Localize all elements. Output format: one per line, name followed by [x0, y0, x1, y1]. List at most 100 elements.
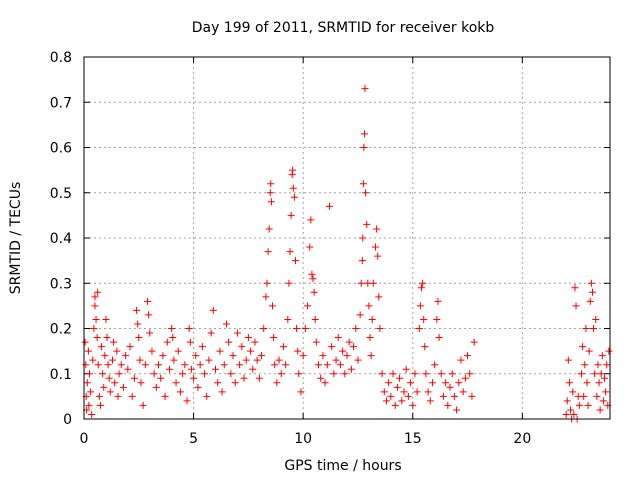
data-point	[152, 383, 160, 391]
data-point	[130, 374, 138, 382]
y-tick-label: 0.7	[50, 95, 72, 111]
data-point	[466, 370, 474, 378]
data-point	[309, 275, 317, 283]
data-point	[238, 343, 246, 351]
data-point	[567, 406, 575, 414]
data-point	[236, 361, 244, 369]
data-point	[448, 370, 456, 378]
data-point	[214, 379, 222, 387]
data-point	[357, 279, 365, 287]
data-point	[103, 334, 111, 342]
data-point	[596, 406, 604, 414]
data-point	[334, 334, 342, 342]
data-point	[101, 352, 109, 360]
data-point	[85, 401, 93, 409]
data-point	[157, 374, 165, 382]
data-point	[376, 325, 384, 332]
data-point	[323, 361, 331, 369]
data-point	[287, 211, 295, 219]
data-point	[85, 370, 93, 378]
data-point	[90, 325, 98, 332]
data-point	[81, 338, 89, 346]
data-point	[578, 370, 586, 378]
data-point	[470, 338, 478, 346]
data-point	[564, 356, 572, 364]
data-point	[586, 297, 594, 305]
data-point	[404, 392, 412, 400]
data-point	[459, 388, 467, 396]
data-point	[282, 361, 290, 369]
data-point	[418, 284, 426, 292]
data-point	[145, 311, 153, 319]
data-point	[421, 343, 429, 351]
data-point	[339, 347, 347, 355]
data-point	[330, 370, 338, 378]
data-point	[457, 356, 465, 364]
y-tick-label: 0.5	[50, 186, 72, 202]
data-point	[597, 370, 605, 378]
data-point	[203, 392, 211, 400]
data-point	[294, 347, 302, 355]
data-point	[84, 347, 92, 355]
data-point	[227, 370, 235, 378]
data-point	[247, 347, 255, 355]
data-point	[289, 166, 297, 174]
data-point	[428, 379, 436, 387]
data-point	[89, 356, 97, 364]
data-point	[350, 343, 358, 351]
data-point	[422, 370, 430, 378]
data-point	[201, 370, 209, 378]
data-point	[251, 338, 259, 346]
data-point	[366, 334, 374, 342]
data-point	[124, 365, 132, 373]
data-point	[311, 315, 319, 323]
data-point	[225, 338, 233, 346]
data-point	[100, 383, 108, 391]
data-point	[435, 334, 443, 342]
data-point	[365, 302, 373, 310]
data-point	[196, 361, 204, 369]
data-point	[343, 352, 351, 360]
data-point	[299, 352, 307, 360]
data-point	[593, 392, 601, 400]
data-point	[286, 248, 294, 256]
data-point	[148, 347, 156, 355]
data-point	[562, 410, 570, 418]
data-point	[391, 401, 399, 409]
data-point	[176, 388, 184, 396]
data-point	[306, 243, 314, 251]
data-point	[128, 392, 136, 400]
x-tick-label: 10	[294, 431, 312, 447]
data-point	[321, 379, 329, 387]
data-point	[95, 392, 103, 400]
data-point	[369, 279, 377, 287]
data-point	[317, 374, 325, 382]
data-point	[266, 189, 274, 197]
data-point	[359, 234, 367, 242]
data-point	[229, 352, 237, 360]
data-point	[222, 320, 230, 328]
data-point	[92, 315, 100, 323]
data-point	[378, 370, 386, 378]
data-point	[603, 361, 611, 369]
data-point	[174, 347, 182, 355]
data-point	[285, 279, 293, 287]
data-point	[570, 410, 578, 418]
data-point	[563, 397, 571, 405]
data-point	[105, 374, 113, 382]
data-point	[385, 379, 393, 387]
x-tick-label: 5	[189, 431, 198, 447]
data-point	[361, 130, 369, 138]
data-point	[373, 225, 381, 233]
data-point	[275, 356, 283, 364]
data-point	[602, 388, 610, 396]
data-point	[605, 347, 613, 355]
data-point	[139, 401, 147, 409]
data-point	[91, 293, 99, 301]
data-point	[382, 397, 390, 405]
data-point	[192, 352, 200, 360]
data-point	[102, 315, 110, 323]
data-point	[263, 279, 271, 287]
data-point	[144, 297, 152, 305]
data-point	[253, 356, 261, 364]
